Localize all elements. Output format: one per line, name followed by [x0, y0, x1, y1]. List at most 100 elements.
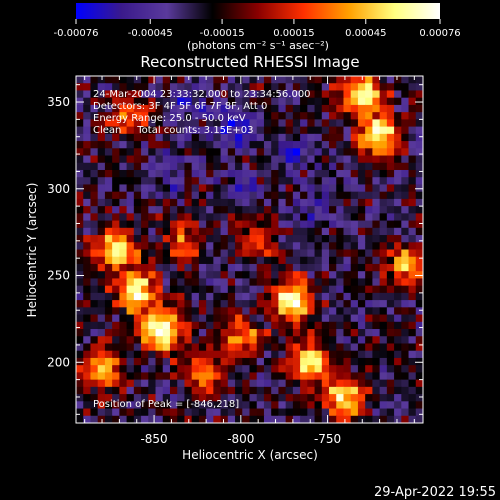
heatmap-cell — [357, 162, 366, 171]
heatmap-cell — [126, 112, 135, 120]
heatmap-cell — [191, 169, 200, 178]
heatmap-cell — [213, 141, 222, 149]
heatmap-cell — [112, 300, 120, 308]
heatmap-cell — [321, 379, 330, 388]
heatmap-cell — [126, 126, 135, 135]
heatmap-cell — [314, 126, 323, 135]
heatmap-cell — [394, 177, 402, 186]
heatmap-cell — [394, 379, 402, 388]
heatmap-cell — [343, 350, 352, 359]
heatmap-cell — [249, 112, 258, 120]
heatmap-cell — [394, 372, 402, 381]
heatmap-cell — [198, 76, 207, 84]
heatmap-cell — [191, 336, 200, 345]
heatmap-cell — [372, 336, 381, 345]
heatmap-cell — [314, 256, 323, 265]
heatmap-cell — [133, 271, 142, 280]
heatmap-cell — [177, 386, 186, 395]
heatmap-cell — [133, 350, 142, 359]
heatmap-cell — [256, 141, 265, 149]
heatmap-cell — [307, 314, 316, 323]
heatmap-cell — [184, 83, 193, 92]
heatmap-cell — [314, 292, 323, 301]
heatmap-cell — [249, 148, 258, 157]
heatmap-cell — [256, 365, 265, 373]
heatmap-cell — [97, 408, 106, 417]
heatmap-cell — [169, 372, 178, 381]
heatmap-cell — [169, 292, 178, 301]
heatmap-cell — [119, 119, 128, 128]
heatmap-cell — [343, 235, 352, 243]
heatmap-cell — [227, 292, 236, 301]
heatmap-cell — [401, 242, 410, 251]
heatmap-cell — [227, 365, 236, 373]
heatmap-cell — [206, 242, 214, 251]
heatmap-cell — [314, 184, 323, 193]
heatmap-cell — [372, 343, 381, 352]
heatmap-cell — [198, 148, 207, 157]
heatmap-cell — [97, 357, 106, 366]
heatmap-cell — [372, 104, 381, 113]
heatmap-cell — [213, 177, 222, 186]
heatmap-cell — [227, 329, 236, 337]
heatmap-cell — [415, 126, 423, 135]
heatmap-cell — [329, 307, 337, 316]
heatmap-cell — [227, 386, 236, 395]
heatmap-cell — [76, 321, 84, 330]
heatmap-cell — [206, 177, 214, 186]
heatmap-cell — [83, 365, 92, 373]
heatmap-cell — [119, 184, 128, 193]
heatmap-cell — [169, 256, 178, 265]
heatmap-cell — [372, 314, 381, 323]
heatmap-cell — [133, 242, 142, 251]
heatmap-cell — [198, 256, 207, 265]
heatmap-cell — [112, 97, 120, 106]
heatmap-cell — [401, 162, 410, 171]
heatmap-cell — [386, 357, 395, 366]
heatmap-cell — [401, 336, 410, 345]
heatmap-cell — [220, 321, 229, 330]
heatmap-cell — [104, 112, 113, 120]
heatmap-cell — [97, 198, 106, 207]
heatmap-cell — [198, 278, 207, 287]
heatmap-cell — [184, 386, 193, 395]
heatmap-cell — [379, 155, 388, 164]
heatmap-cell — [83, 184, 92, 193]
heatmap-cell — [213, 155, 222, 164]
heatmap-cell — [372, 300, 381, 308]
heatmap-cell — [256, 379, 265, 388]
heatmap-cell — [191, 227, 200, 236]
heatmap-cell — [133, 401, 142, 410]
heatmap-cell — [343, 213, 352, 222]
heatmap-cell — [394, 249, 402, 258]
heatmap-cell — [112, 112, 120, 120]
heatmap-cell — [162, 169, 171, 178]
heatmap-cell — [104, 285, 113, 294]
heatmap-cell — [148, 148, 157, 157]
heatmap-cell — [184, 112, 193, 120]
heatmap-cell — [379, 90, 388, 99]
heatmap-cell — [372, 112, 381, 120]
heatmap-cell — [155, 227, 164, 236]
heatmap-cell — [365, 177, 373, 186]
heatmap-cell — [365, 249, 373, 258]
heatmap-cell — [314, 148, 323, 157]
heatmap-cell — [314, 321, 323, 330]
heatmap-cell — [372, 162, 381, 171]
heatmap-cell — [307, 278, 316, 287]
heatmap-cell — [365, 220, 373, 229]
heatmap-cell — [242, 300, 251, 308]
heatmap-cell — [285, 408, 294, 417]
heatmap-cell — [256, 249, 265, 258]
heatmap-cell — [386, 213, 395, 222]
heatmap-cell — [350, 141, 359, 149]
heatmap-cell — [90, 119, 99, 128]
heatmap-cell — [141, 119, 149, 128]
heatmap-cell — [329, 162, 337, 171]
heatmap-cell — [220, 329, 229, 337]
heatmap-cell — [408, 126, 417, 135]
heatmap-cell — [184, 126, 193, 135]
heatmap-cell — [285, 394, 294, 402]
heatmap-cell — [104, 206, 113, 214]
